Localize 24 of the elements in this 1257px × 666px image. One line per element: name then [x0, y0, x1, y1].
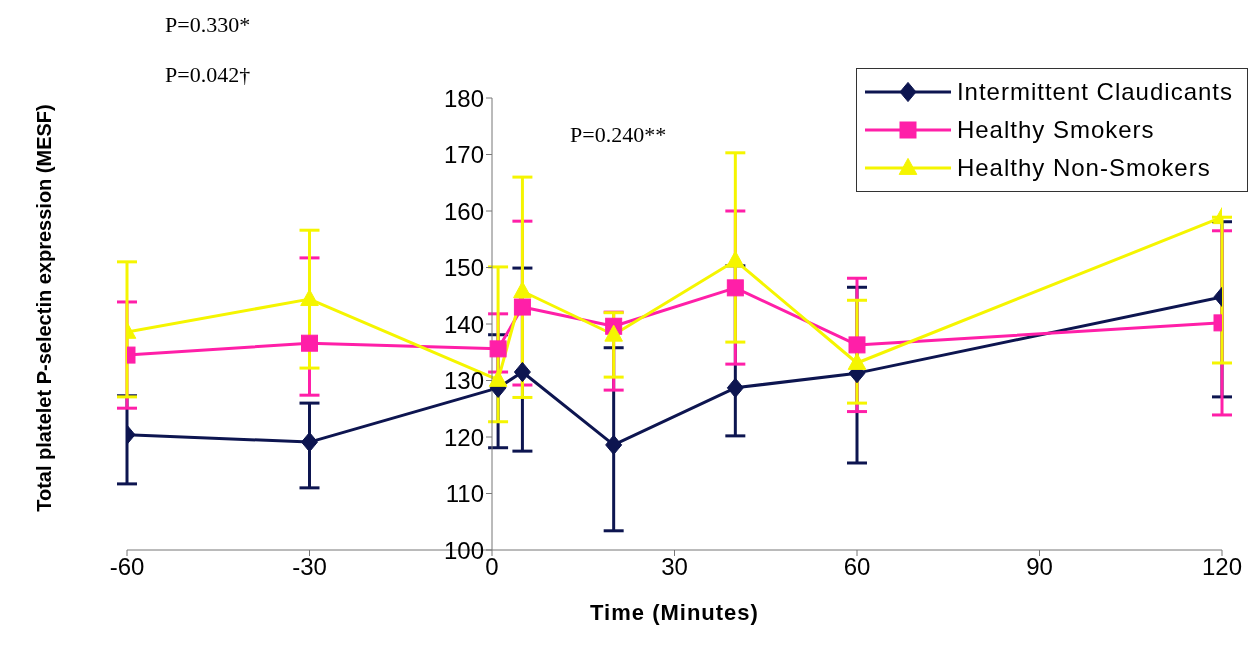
x-tick-label: 30: [661, 553, 688, 581]
y-tick-label: 140: [443, 310, 484, 338]
y-tick-label: 160: [443, 197, 484, 225]
x-tick-label: 0: [485, 553, 499, 581]
x-tick-label: 60: [843, 553, 871, 581]
y-tick-label: 120: [443, 423, 484, 451]
y-tick-label: 150: [443, 254, 484, 282]
x-tick-label: 90: [1026, 553, 1053, 581]
y-tick-label: 170: [443, 141, 484, 169]
y-axis-title: Total platelet P-selectin expression (MESF): [32, 103, 56, 514]
legend-label: Healthy Smokers: [956, 116, 1155, 144]
x-tick-label: 120: [1201, 553, 1243, 581]
x-tick-label: -60: [109, 553, 145, 581]
y-tick-label: 180: [443, 84, 484, 112]
y-tick-label: 130: [443, 367, 484, 395]
y-tick-label: 110: [445, 480, 484, 508]
y-tick-label: 100: [443, 536, 484, 564]
annotation: P=0.240**: [570, 122, 667, 148]
x-tick-label: -30: [292, 553, 327, 581]
legend-label: Intermittent Claudicants: [956, 78, 1233, 106]
legend-label: Healthy Non-Smokers: [956, 154, 1211, 182]
text: P=0.042†: [165, 62, 251, 88]
x-axis-title: Time (Minutes): [590, 600, 759, 625]
text: P=0.330*: [165, 12, 251, 38]
